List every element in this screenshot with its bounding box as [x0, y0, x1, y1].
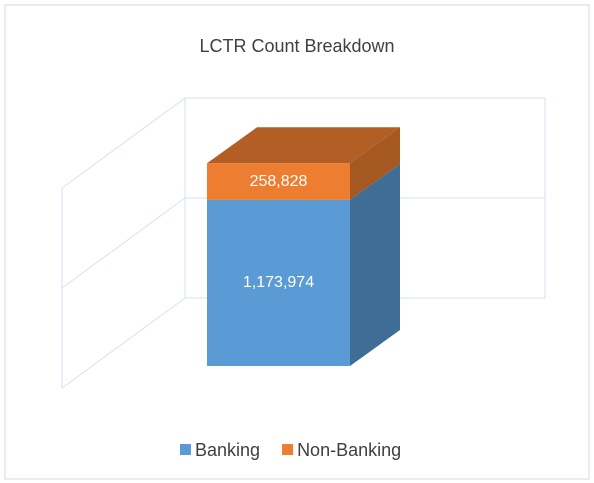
value-label: 1,173,974: [243, 274, 314, 291]
legend-swatch: [282, 444, 294, 455]
legend-swatch: [180, 444, 191, 455]
bar: [207, 163, 350, 200]
value-label: 258,828: [250, 173, 308, 190]
side-grid-line: [61, 197, 186, 289]
legend-label: Non-Banking: [297, 440, 401, 460]
bar-top: [207, 127, 400, 164]
side-grid-line: [61, 297, 186, 389]
legend-label: Banking: [195, 440, 260, 460]
side-grid-line: [61, 97, 186, 189]
bar-side: [350, 127, 400, 200]
chart-title: LCTR Count Breakdown: [199, 36, 394, 56]
bar: [207, 199, 350, 366]
bar-side: [350, 163, 400, 366]
